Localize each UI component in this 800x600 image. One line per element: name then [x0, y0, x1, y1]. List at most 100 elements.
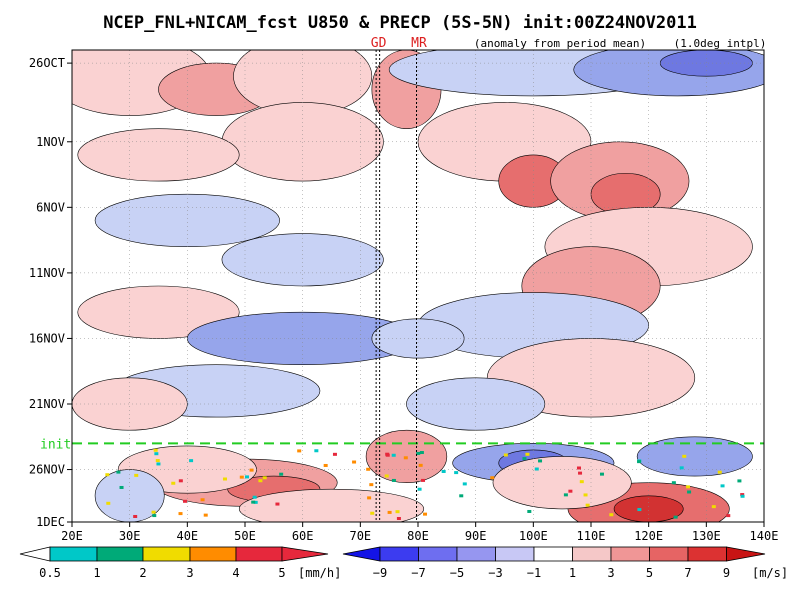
- precip-colorbar-label: 5: [278, 566, 285, 580]
- precip-cell: [249, 468, 254, 472]
- precip-cell: [171, 481, 176, 485]
- precip-cell: [396, 517, 401, 521]
- wind-colorbar-end: [342, 546, 381, 562]
- y-tick-label: 21NOV: [29, 397, 65, 411]
- precip-cell: [155, 459, 160, 463]
- precip-cell: [578, 471, 583, 475]
- precip-cell: [687, 490, 692, 494]
- x-tick-label: 100E: [519, 529, 548, 543]
- wind-colorbar-label: 7: [684, 566, 691, 580]
- precip-cell: [686, 485, 691, 489]
- wind-colorbar-box: [418, 546, 458, 562]
- x-tick-label: 110E: [577, 529, 606, 543]
- wind-colorbar-box: [572, 546, 612, 562]
- precip-colorbar-box: [189, 546, 237, 562]
- precip-cell: [726, 514, 731, 518]
- precip-cell: [385, 452, 390, 456]
- precip-cell: [534, 467, 539, 471]
- precip-cell: [525, 452, 530, 456]
- wind-colorbar-label: 5: [646, 566, 653, 580]
- precip-colorbar-label: 0.5: [39, 566, 61, 580]
- precip-cell: [366, 467, 371, 471]
- precip-cell: [717, 470, 722, 474]
- precip-colorbar-label: 1: [93, 566, 100, 580]
- precip-cell: [391, 453, 396, 457]
- precip-colorbar-label: 3: [186, 566, 193, 580]
- precip-cell: [153, 448, 158, 452]
- precip-cell: [119, 485, 124, 489]
- precip-cell: [568, 489, 573, 493]
- precip-cell: [740, 493, 745, 497]
- precip-cell: [609, 513, 614, 517]
- precip-cell: [189, 459, 194, 463]
- precip-cell: [258, 479, 263, 483]
- precip-cell: [151, 510, 156, 514]
- precip-cell: [503, 453, 508, 457]
- marker-label: MR: [411, 36, 427, 51]
- precip-cell: [441, 469, 446, 473]
- precip-cell: [262, 476, 267, 480]
- x-tick-label: 90E: [465, 529, 487, 543]
- chart-title: NCEP_FNL+NICAM_fcst U850 & PRECP (5S-5N)…: [103, 13, 697, 33]
- anomaly-contour: [77, 128, 240, 182]
- precip-cell: [711, 505, 716, 509]
- precip-cell: [637, 508, 642, 512]
- precip-cell: [462, 482, 467, 486]
- precip-cell: [222, 477, 227, 481]
- precip-cell: [599, 472, 604, 476]
- precip-cell: [178, 512, 183, 516]
- x-tick-label: 50E: [234, 529, 256, 543]
- precip-cell: [106, 501, 111, 505]
- precip-cell: [522, 457, 527, 461]
- precip-cell: [403, 456, 408, 460]
- wind-colorbar-box: [495, 546, 535, 562]
- precip-cell: [352, 460, 357, 464]
- precip-colorbar-box: [142, 546, 191, 562]
- precip-cell: [178, 479, 183, 483]
- precip-cell: [563, 493, 568, 497]
- precip-cell: [682, 454, 687, 458]
- y-tick-label: 6NOV: [36, 200, 65, 214]
- precip-cell: [416, 451, 421, 455]
- colorbars: 0.5 1 2 3 4 5 [mm/h] −9 −7 −5 −3 −1 1 3 5 7 9 [m/s]: [19, 546, 788, 580]
- precip-cell: [490, 476, 495, 480]
- precip-cell: [671, 481, 676, 485]
- precip-cell: [369, 483, 374, 487]
- anomaly-field: [72, 50, 764, 522]
- precip-cell: [253, 500, 258, 504]
- wind-colorbar-unit: [m/s]: [752, 566, 788, 580]
- anomaly-contour: [238, 488, 425, 522]
- precip-cell: [370, 511, 375, 515]
- wind-colorbar-box: [687, 546, 727, 562]
- wind-colorbar-label: −1: [527, 566, 541, 580]
- x-tick-label: 70E: [349, 529, 371, 543]
- anomaly-contour: [77, 285, 240, 339]
- wind-colorbar-end: [726, 546, 766, 562]
- x-tick-label: 140E: [750, 529, 779, 543]
- wind-colorbar-box: [610, 546, 650, 562]
- precip-cell: [116, 470, 121, 474]
- precip-cell: [105, 473, 110, 477]
- anomaly-contour: [492, 456, 632, 510]
- precip-cell: [279, 472, 284, 476]
- precip-cell: [419, 451, 424, 455]
- chart-subtitle: (anomaly from period mean): [474, 37, 646, 50]
- y-tick-label: 26OCT: [29, 56, 65, 70]
- precip-cell: [637, 460, 642, 464]
- precip-colorbar-label: 2: [139, 566, 146, 580]
- anomaly-contour: [636, 436, 753, 477]
- precip-cell: [538, 459, 543, 463]
- x-tick-label: 40E: [176, 529, 198, 543]
- anomaly-contour: [659, 50, 753, 77]
- y-axis: 26OCT 1NOV 6NOV 11NOV 16NOV 21NOV 26NOV 1DEC: [29, 56, 72, 529]
- precip-colorbar-end: [281, 546, 329, 562]
- x-tick-label: 20E: [61, 529, 83, 543]
- wind-colorbar-label: −9: [373, 566, 387, 580]
- wind-colorbar-box: [456, 546, 496, 562]
- wind-colorbar-box: [379, 546, 419, 562]
- precip-cell: [737, 479, 742, 483]
- wind-colorbar-box: [533, 546, 573, 562]
- precip-cell: [251, 500, 256, 504]
- precip-cell: [387, 510, 392, 514]
- precip-cell: [152, 514, 157, 518]
